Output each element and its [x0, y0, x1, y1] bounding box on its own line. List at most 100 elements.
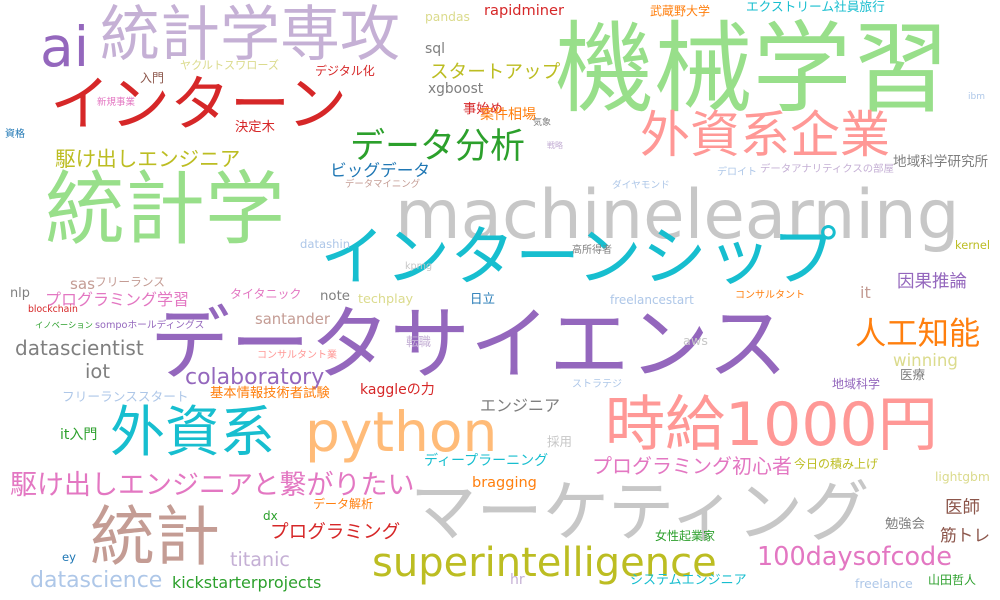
cloud-word: デジタル化 [315, 64, 375, 78]
cloud-word: datashin [300, 237, 351, 252]
cloud-word: フリーランス [95, 275, 165, 290]
cloud-word: datascience [30, 568, 163, 593]
cloud-word: sas [70, 275, 95, 294]
cloud-word: インターンシップ [320, 220, 837, 295]
cloud-word: santander [255, 310, 330, 328]
cloud-word: デロイト [717, 167, 757, 178]
cloud-word: イノベーション [35, 319, 93, 330]
cloud-word: bragging [472, 474, 537, 491]
cloud-word: xgboost [428, 81, 484, 98]
cloud-word: インターン [50, 70, 347, 140]
cloud-word: aws [683, 333, 708, 349]
cloud-word: 武蔵野大学 [650, 4, 711, 18]
cloud-word: 戦略 [547, 141, 563, 150]
cloud-word: ey [62, 550, 76, 565]
cloud-word: タイタニック [230, 287, 302, 301]
cloud-word: ストラテジ [572, 379, 622, 390]
cloud-word: note [320, 289, 350, 305]
cloud-word: colaboratory [185, 365, 325, 390]
cloud-word: datascientist [15, 336, 144, 360]
cloud-word: 基本情報技術者試験 [210, 386, 330, 402]
cloud-word: 今日の積み上げ [794, 457, 879, 471]
cloud-word: コンサルタント [735, 290, 805, 301]
cloud-word: 統計学専攻 [100, 0, 400, 70]
cloud-word: 筋トレ [940, 524, 991, 545]
cloud-word: 資格 [5, 129, 25, 140]
cloud-word: 新規事業 [97, 97, 136, 109]
cloud-word: コンサルタント業 [257, 350, 337, 361]
cloud-word: pandas [425, 9, 470, 24]
cloud-word: nlp [10, 285, 30, 301]
cloud-word: ビッグデータ [330, 159, 431, 180]
cloud-word: 時給1000円 [605, 390, 938, 460]
cloud-word: winning [893, 350, 958, 370]
cloud-word: 気象 [533, 117, 552, 128]
cloud-word: 勉強会 [885, 517, 925, 533]
cloud-word: rapidminer [484, 1, 565, 19]
cloud-word: 決定木 [235, 120, 275, 136]
cloud-word: ディープラーニング [424, 453, 549, 469]
cloud-word: 女性起業家 [655, 529, 716, 543]
cloud-word: techplay [358, 291, 414, 307]
cloud-word: スタートアップ [430, 61, 561, 83]
cloud-word: データ解析 [313, 497, 374, 511]
cloud-word: freelance [855, 575, 913, 591]
cloud-word: 地域科学研究所 [893, 154, 989, 171]
cloud-word: 100daysofcode [757, 542, 952, 573]
cloud-word: データマイニング [345, 179, 421, 191]
cloud-word: python [305, 400, 498, 464]
cloud-word: 入門 [140, 71, 165, 85]
cloud-word: 機械学習 [555, 11, 951, 127]
cloud-word: kaggleの力 [360, 382, 435, 398]
cloud-word: it入門 [60, 427, 98, 443]
cloud-word: ibm [968, 91, 985, 102]
cloud-word: 採用 [547, 433, 573, 449]
cloud-word: freelancestart [610, 293, 694, 307]
cloud-word: 事始め [463, 102, 503, 118]
cloud-word: 案件相場 [480, 107, 536, 123]
cloud-word: エクストリーム社員旅行 [746, 0, 885, 14]
cloud-word: lightgbm [935, 469, 990, 484]
cloud-word: エンジニア [480, 396, 561, 415]
cloud-word: it [860, 283, 871, 302]
cloud-word: titanic [230, 548, 290, 572]
cloud-word: 日立 [470, 290, 496, 306]
cloud-word: blockchain [28, 304, 78, 316]
cloud-word: machinelearning [395, 175, 960, 255]
cloud-word: システムエンジニア [630, 572, 747, 588]
cloud-word: sompoホールディングス [95, 320, 205, 332]
cloud-word: 外資系 [110, 400, 276, 464]
cloud-word: 駆け出しエンジニアと繋がりたい [10, 469, 415, 501]
cloud-word: 因果推論 [897, 272, 967, 293]
cloud-word: dx [263, 509, 278, 523]
cloud-word: kernel [955, 238, 991, 253]
cloud-word: 人工知能 [855, 316, 981, 353]
cloud-word: 統計学 [45, 163, 285, 256]
cloud-word: データアナリティクスの部屋 [760, 162, 894, 175]
cloud-word: ダイヤモンド [612, 180, 670, 192]
cloud-word: 医療 [900, 366, 926, 382]
cloud-word: kpmg [405, 261, 433, 273]
cloud-word: プログラミング [270, 521, 401, 543]
cloud-word: kickstarterprojects [172, 573, 322, 592]
cloud-word: データサイエンス [150, 298, 788, 391]
cloud-word: 転職 [406, 333, 432, 349]
cloud-word: superintelligence [372, 539, 717, 586]
cloud-word: プログラミング初心者 [592, 454, 792, 478]
cloud-word: iot [85, 360, 110, 384]
cloud-word: ai [40, 15, 89, 79]
cloud-word: sql [425, 41, 446, 57]
cloud-word: 医師 [945, 498, 980, 519]
cloud-word: フリーランススタート [62, 388, 189, 404]
cloud-word: マーケティング [410, 473, 870, 552]
cloud-word: ヤクルトスワローズ [180, 59, 279, 73]
cloud-word: hr [510, 572, 525, 588]
cloud-word: プログラミング学習 [45, 290, 190, 309]
cloud-word: 地域科学 [832, 377, 881, 391]
cloud-word: 山田哲人 [928, 573, 977, 587]
cloud-word: 高所得者 [572, 245, 612, 256]
cloud-word: データ分析 [350, 127, 526, 167]
cloud-word: 駆け出しエンジニア [55, 146, 241, 171]
cloud-word: 統計 [90, 500, 221, 575]
